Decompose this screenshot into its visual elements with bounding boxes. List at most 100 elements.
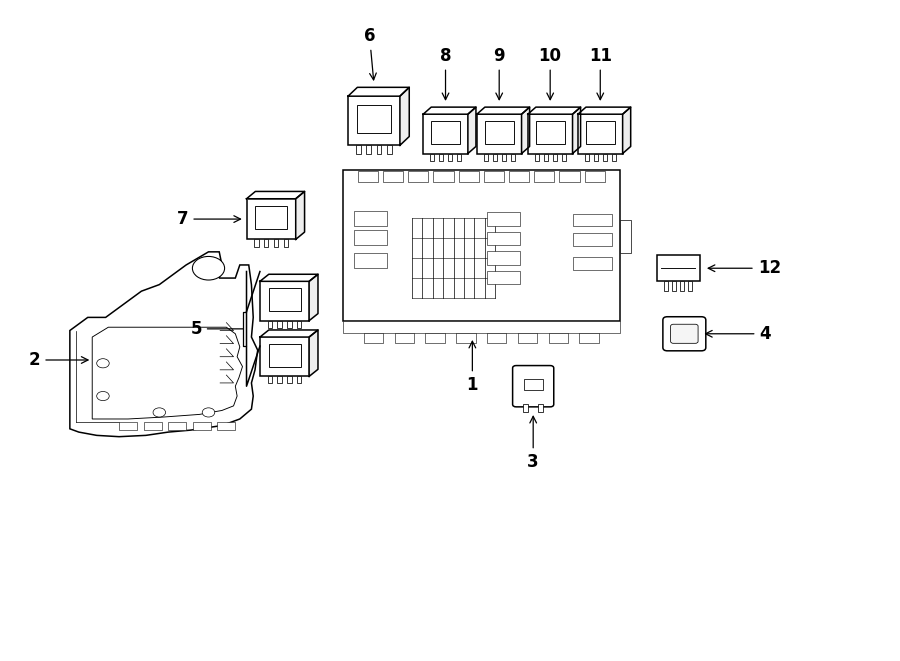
- Text: 8: 8: [440, 46, 451, 100]
- Bar: [364, 332, 383, 343]
- Bar: [586, 121, 615, 143]
- Bar: [439, 153, 443, 161]
- Text: 12: 12: [708, 259, 781, 277]
- Bar: [487, 251, 520, 265]
- Bar: [354, 253, 387, 268]
- Bar: [366, 145, 371, 154]
- FancyBboxPatch shape: [620, 219, 631, 253]
- Bar: [487, 212, 520, 225]
- Text: 3: 3: [527, 416, 539, 471]
- Bar: [680, 282, 684, 291]
- Bar: [510, 153, 515, 161]
- Bar: [544, 153, 548, 161]
- Bar: [518, 332, 537, 343]
- Bar: [287, 376, 292, 383]
- Bar: [297, 376, 302, 383]
- Bar: [536, 121, 564, 143]
- Polygon shape: [247, 192, 304, 199]
- Polygon shape: [400, 87, 410, 145]
- Bar: [284, 239, 288, 247]
- Bar: [277, 376, 282, 383]
- Bar: [572, 233, 612, 246]
- Bar: [387, 145, 392, 154]
- Bar: [260, 282, 309, 321]
- Polygon shape: [348, 87, 410, 97]
- Bar: [580, 332, 598, 343]
- Circle shape: [153, 408, 166, 417]
- Bar: [657, 255, 699, 282]
- Bar: [377, 145, 382, 154]
- Bar: [524, 379, 543, 390]
- Bar: [409, 171, 428, 182]
- Bar: [560, 171, 580, 182]
- Bar: [527, 114, 572, 153]
- Bar: [572, 257, 612, 270]
- Polygon shape: [572, 107, 580, 153]
- Circle shape: [193, 256, 225, 280]
- Polygon shape: [309, 330, 318, 376]
- Bar: [572, 214, 612, 227]
- Bar: [487, 332, 507, 343]
- Bar: [287, 321, 292, 328]
- Bar: [672, 282, 677, 291]
- Bar: [434, 171, 454, 182]
- Bar: [603, 153, 607, 161]
- Bar: [456, 332, 475, 343]
- Bar: [357, 104, 391, 133]
- Bar: [431, 121, 460, 143]
- Text: 6: 6: [364, 26, 376, 80]
- Bar: [383, 171, 403, 182]
- FancyBboxPatch shape: [663, 317, 706, 351]
- Bar: [423, 114, 468, 153]
- Bar: [354, 211, 387, 225]
- Bar: [585, 171, 605, 182]
- Bar: [664, 282, 668, 291]
- Bar: [264, 239, 268, 247]
- Bar: [267, 321, 272, 328]
- Text: 1: 1: [466, 341, 478, 395]
- Bar: [343, 321, 620, 332]
- Bar: [193, 422, 211, 430]
- Bar: [553, 153, 557, 161]
- Bar: [255, 206, 287, 229]
- Polygon shape: [578, 107, 631, 114]
- Bar: [487, 271, 520, 284]
- Bar: [578, 114, 623, 153]
- Bar: [394, 332, 414, 343]
- Bar: [535, 171, 554, 182]
- FancyBboxPatch shape: [513, 366, 554, 407]
- Bar: [260, 337, 309, 376]
- Bar: [168, 422, 186, 430]
- Text: 9: 9: [493, 46, 505, 100]
- Bar: [426, 332, 445, 343]
- Polygon shape: [70, 252, 257, 437]
- Circle shape: [96, 391, 109, 401]
- Bar: [119, 422, 137, 430]
- Bar: [254, 239, 258, 247]
- Circle shape: [96, 359, 109, 368]
- Bar: [457, 153, 461, 161]
- Polygon shape: [92, 327, 242, 419]
- Text: 11: 11: [589, 46, 612, 100]
- Bar: [144, 422, 161, 430]
- Bar: [612, 153, 616, 161]
- Bar: [538, 405, 543, 412]
- Bar: [509, 171, 529, 182]
- Bar: [535, 153, 539, 161]
- Text: 4: 4: [706, 325, 771, 343]
- Polygon shape: [522, 107, 529, 153]
- Bar: [459, 171, 479, 182]
- Text: 2: 2: [29, 351, 88, 369]
- Polygon shape: [477, 107, 529, 114]
- Bar: [562, 153, 565, 161]
- Text: 10: 10: [539, 46, 562, 100]
- Bar: [354, 230, 387, 245]
- Bar: [430, 153, 434, 161]
- Polygon shape: [527, 107, 580, 114]
- Bar: [477, 114, 522, 153]
- Bar: [267, 376, 272, 383]
- Bar: [484, 171, 504, 182]
- Bar: [448, 153, 452, 161]
- Bar: [247, 199, 296, 239]
- Bar: [274, 239, 278, 247]
